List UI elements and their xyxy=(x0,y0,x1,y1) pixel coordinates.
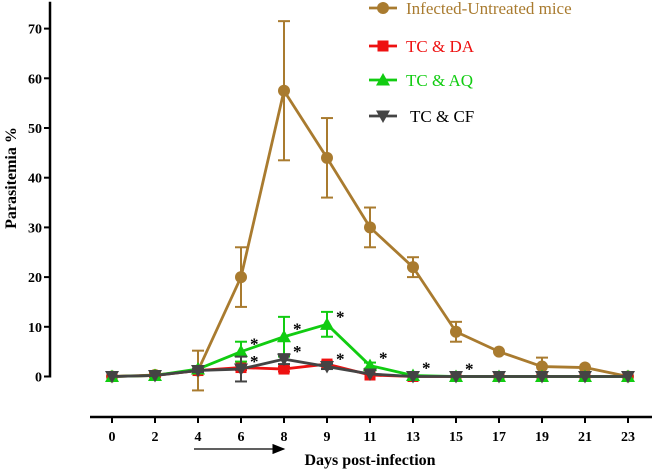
legend-label: TC & DA xyxy=(406,37,475,56)
legend-item-4: TC & CF xyxy=(369,107,474,126)
legend-marker xyxy=(376,73,390,86)
data-point xyxy=(278,363,290,375)
data-point xyxy=(406,371,420,384)
data-point xyxy=(320,361,334,374)
legend-marker xyxy=(376,110,390,123)
data-point xyxy=(278,84,290,97)
data-point xyxy=(535,371,549,384)
data-point xyxy=(578,371,592,384)
data-point xyxy=(277,353,291,367)
y-tick-label: 0 xyxy=(35,371,42,386)
significance-marker: * xyxy=(465,360,474,379)
series-1 xyxy=(106,20,634,392)
significance-marker: * xyxy=(336,307,345,326)
data-point xyxy=(407,261,419,274)
x-tick-label: 4 xyxy=(195,430,202,445)
data-point xyxy=(235,271,247,284)
data-point xyxy=(320,317,334,330)
series-4: * * * xyxy=(105,342,635,384)
legend-label: Infected-Untreated mice xyxy=(406,0,572,18)
y-tick-label: 40 xyxy=(28,172,42,187)
significance-marker: * xyxy=(336,350,345,369)
data-point xyxy=(493,345,505,358)
significance-marker: * xyxy=(422,359,431,378)
y-tick-label: 10 xyxy=(28,321,42,336)
data-point xyxy=(191,365,205,378)
data-point xyxy=(234,363,248,377)
legend-label: TC & AQ xyxy=(406,71,473,90)
significance-marker: * xyxy=(379,349,388,368)
x-tick-label: 19 xyxy=(535,430,549,445)
data-point xyxy=(363,368,377,382)
y-tick-label: 70 xyxy=(28,23,42,38)
data-point xyxy=(536,360,548,373)
x-tick-label: 23 xyxy=(621,430,635,445)
data-point xyxy=(277,329,291,343)
axes: 0 10 20 30 40 50 60 70 0 2 4 6 8 9 11 13 15 17 19 21 23 xyxy=(28,1,652,455)
y-axis-title: Parasitemia % xyxy=(3,127,20,229)
x-tick-label: 0 xyxy=(109,430,116,445)
data-point xyxy=(105,371,119,384)
legend-label: TC & CF xyxy=(410,107,474,126)
x-tick-label: 8 xyxy=(281,430,288,445)
x-tick-label: 2 xyxy=(152,430,159,445)
series-layer: ***** *** * xyxy=(105,20,635,392)
legend-marker xyxy=(377,40,389,52)
data-point xyxy=(321,151,333,164)
significance-marker: * xyxy=(293,342,302,361)
significance-marker: * xyxy=(250,335,259,354)
significance-marker: * xyxy=(250,352,259,371)
x-tick-label: 9 xyxy=(324,430,331,445)
x-tick-label: 13 xyxy=(406,430,420,445)
data-point xyxy=(449,371,463,384)
x-tick-label: 15 xyxy=(449,430,463,445)
data-point xyxy=(621,371,635,384)
legend: Infected-Untreated mice TC & DA TC & AQ TC … xyxy=(369,0,572,126)
y-tick-label: 20 xyxy=(28,271,42,286)
legend-marker xyxy=(377,2,389,14)
x-tick-label: 11 xyxy=(363,430,376,445)
x-tick-label: 17 xyxy=(492,430,506,445)
legend-item-3: TC & AQ xyxy=(369,71,473,90)
y-tick-label: 60 xyxy=(28,72,42,87)
y-tick-label: 50 xyxy=(28,122,42,137)
data-point xyxy=(363,358,377,372)
legend-item-2: TC & DA xyxy=(369,37,475,56)
x-tick-label: 6 xyxy=(238,430,245,445)
x-axis-title: Days post-infection xyxy=(304,452,435,469)
data-point xyxy=(148,370,162,383)
data-point xyxy=(450,325,462,338)
x-tick-label: 21 xyxy=(578,430,592,445)
significance-marker: * xyxy=(293,320,302,339)
data-point xyxy=(364,221,376,234)
data-point xyxy=(579,361,591,374)
data-point xyxy=(234,344,248,358)
data-point xyxy=(492,371,506,384)
y-tick-label: 30 xyxy=(28,221,42,236)
legend-item-1: Infected-Untreated mice xyxy=(369,0,572,18)
